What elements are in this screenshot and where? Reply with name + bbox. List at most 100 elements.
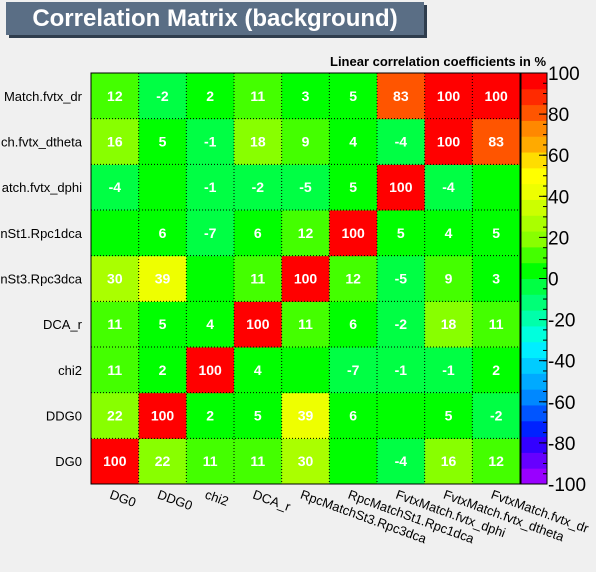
cell-value: 100 <box>389 179 413 195</box>
cell-value: 4 <box>445 225 453 241</box>
colorbar-tick-label: -60 <box>548 393 575 414</box>
cell-value: 3 <box>302 88 310 104</box>
colorbar-tick-label: 20 <box>548 228 569 249</box>
colorbar-bin <box>521 73 547 90</box>
heatmap-cell <box>472 73 521 120</box>
heatmap-cell <box>91 347 140 394</box>
title-box: Correlation Matrix (background) <box>6 2 424 35</box>
colorbar-tick-label: -20 <box>548 311 575 332</box>
heatmap-cell <box>424 347 473 394</box>
cell-value: -4 <box>442 179 455 195</box>
colorbar-tick-label: 40 <box>548 187 569 208</box>
colorbar-bin <box>521 136 547 153</box>
heatmap-cell <box>186 164 235 211</box>
heatmap-cell <box>377 164 426 211</box>
heatmap-cell <box>424 392 473 439</box>
heatmap-cell <box>138 210 187 257</box>
heatmap-cell <box>186 118 235 165</box>
heatmap-cell <box>329 73 378 120</box>
cell-value: 16 <box>441 453 457 469</box>
heatmap-cell <box>472 347 521 394</box>
cell-value: 2 <box>206 88 214 104</box>
cell-value: 30 <box>107 271 123 287</box>
heatmap-cell <box>234 392 283 439</box>
plot-frame <box>90 72 521 485</box>
cell-value: -1 <box>442 362 455 378</box>
cell-value: -7 <box>347 362 360 378</box>
heatmap-cell <box>377 347 426 394</box>
heatmap-cell <box>91 118 140 165</box>
chart-title: Correlation Matrix (background) <box>32 5 398 32</box>
cell-value: -1 <box>395 362 408 378</box>
heatmap-cell <box>424 438 473 485</box>
heatmap-cell <box>377 73 426 120</box>
cell-value: 5 <box>349 179 357 195</box>
heatmap-cell <box>138 301 187 348</box>
y-tick-label: nSt1.Rpc1dca <box>0 226 82 241</box>
cell-value: 4 <box>254 362 262 378</box>
cell-value: 5 <box>254 408 262 424</box>
heatmap-cell <box>234 210 283 257</box>
cell-value: -5 <box>395 271 408 287</box>
heatmap-cell <box>186 347 235 394</box>
cell-value: 100 <box>294 271 318 287</box>
colorbar-tick-label: 100 <box>548 64 580 85</box>
cell-value: 5 <box>159 134 167 150</box>
heatmap-cell <box>91 73 140 120</box>
cell-value: -5 <box>299 179 312 195</box>
y-tick-label: chi2 <box>58 363 82 378</box>
heatmap-cell <box>329 301 378 348</box>
cell-value: -2 <box>156 88 169 104</box>
cell-value: 39 <box>298 408 314 424</box>
heatmap-cell <box>472 164 521 211</box>
cell-value: -2 <box>395 316 408 332</box>
heatmap-cell <box>186 301 235 348</box>
heatmap-cell <box>424 118 473 165</box>
cell-value: 4 <box>349 134 357 150</box>
heatmap-cell <box>281 438 330 485</box>
cell-value: 2 <box>159 362 167 378</box>
colorbar-bin <box>521 262 547 279</box>
colorbar-tick-label: 60 <box>548 146 569 167</box>
colorbar-bin <box>521 325 547 343</box>
heatmap-cell <box>281 255 330 302</box>
colorbar-bin <box>521 468 547 485</box>
y-tick-label: DG0 <box>55 454 82 469</box>
heatmap-cell <box>186 73 235 120</box>
cell-value: 12 <box>345 271 361 287</box>
cell-value: 5 <box>397 225 405 241</box>
cell-value: 30 <box>298 453 314 469</box>
heatmap-cell <box>472 392 521 439</box>
cell-value: 100 <box>437 134 461 150</box>
heatmap-cell <box>138 73 187 120</box>
heatmap-cell <box>91 210 140 257</box>
heatmap-cell <box>281 347 330 394</box>
cell-value: -4 <box>395 134 408 150</box>
heatmap-cell <box>424 301 473 348</box>
heatmap-cell <box>234 438 283 485</box>
heatmap-cell <box>424 210 473 257</box>
cell-value: 6 <box>254 225 262 241</box>
cell-value: 83 <box>488 134 504 150</box>
heatmap-cell <box>91 438 140 485</box>
colorbar-tick-label: 80 <box>548 105 569 126</box>
cell-value: 22 <box>155 453 171 469</box>
cell-value: -4 <box>395 453 408 469</box>
heatmap-cell <box>377 118 426 165</box>
x-tick-label: chi2 <box>203 487 231 509</box>
heatmap-cell <box>472 210 521 257</box>
x-tick-label: DG0 <box>108 487 138 510</box>
cell-value: 11 <box>489 316 504 332</box>
cell-value: 18 <box>250 134 266 150</box>
heatmap-cell <box>186 392 235 439</box>
y-tick-label: DDG0 <box>46 409 82 424</box>
cell-value: 22 <box>107 408 123 424</box>
cell-value: 11 <box>250 88 265 104</box>
colorbar-bin <box>521 120 547 137</box>
colorbar-bin <box>521 294 547 311</box>
heatmap-cell <box>91 164 140 211</box>
colorbar-bin <box>521 278 547 295</box>
colorbar-bin <box>521 167 547 185</box>
cell-value: 4 <box>206 316 214 332</box>
cell-value: 12 <box>488 453 504 469</box>
